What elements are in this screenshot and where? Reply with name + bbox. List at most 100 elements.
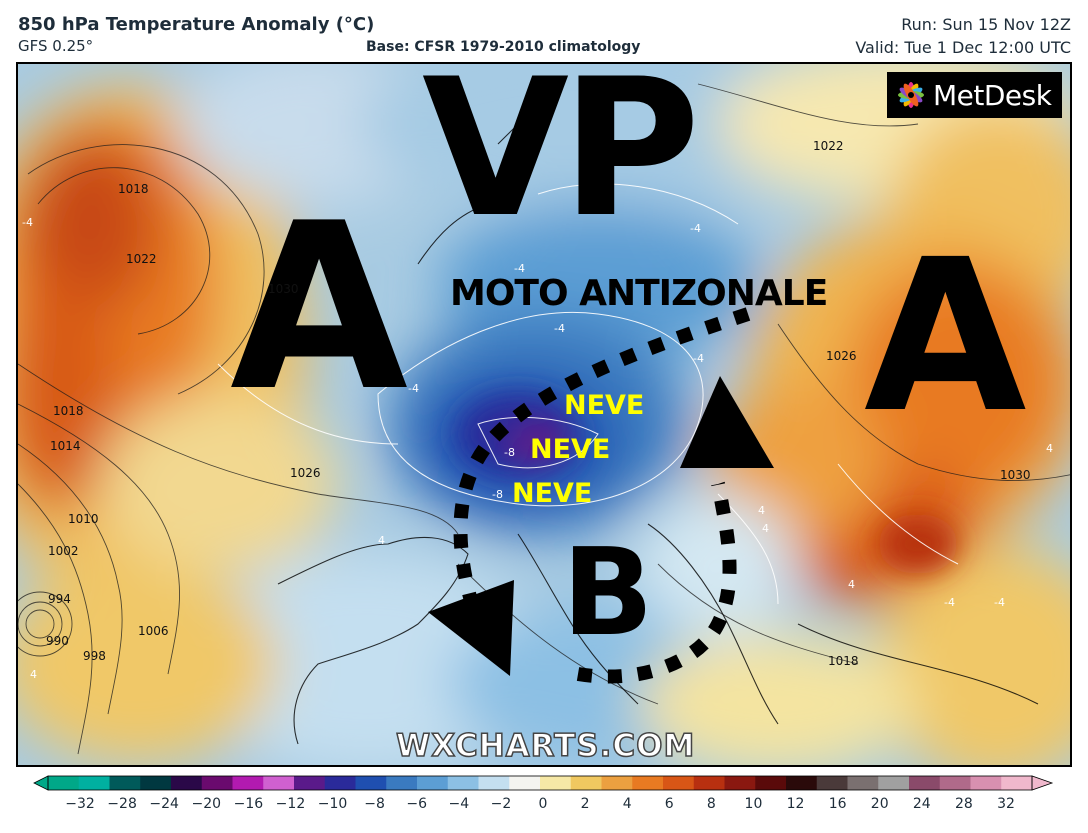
colorbar-tick: 10 <box>744 796 763 812</box>
colorbar-segment <box>847 776 879 790</box>
isobar-label: 994 <box>48 592 71 606</box>
colorbar-tick: 6 <box>664 796 674 812</box>
colorbar-segment <box>171 776 203 790</box>
antizonal-flow-label: MOTO ANTIZONALE <box>450 273 828 314</box>
metdesk-logo: MetDesk <box>887 72 1062 118</box>
wxcharts-watermark: WXCHARTS.COM <box>395 727 696 765</box>
colorbar-segment <box>201 776 234 790</box>
colorbar-tick: 8 <box>706 796 716 812</box>
colorbar-tick: −24 <box>149 796 179 812</box>
colorbar-segment <box>78 776 111 790</box>
colorbar-segment <box>447 776 480 790</box>
colorbar-min-arrow <box>33 775 49 791</box>
anomaly-contour-label: -4 <box>944 596 955 609</box>
colorbar-segment <box>909 776 941 790</box>
colorbar-segment <box>478 776 510 790</box>
anomaly-contour-label: -4 <box>22 216 33 229</box>
isobar-label: 990 <box>46 634 69 648</box>
colorbar-segment <box>755 776 787 790</box>
high-pressure-east-label: A <box>864 214 1027 459</box>
anomaly-contour-label: -4 <box>994 596 1005 609</box>
colorbar-segment <box>939 776 972 790</box>
colorbar-tick: 12 <box>786 796 805 812</box>
colorbar-tick: −32 <box>65 796 95 812</box>
colorbar-tick: −12 <box>275 796 306 812</box>
anomaly-contour-label: -4 <box>514 262 525 275</box>
anomaly-contour-label: -4 <box>554 322 565 335</box>
colorbar-frame <box>47 775 1033 791</box>
isobar-label: 1030 <box>1000 468 1031 482</box>
colorbar-segment <box>355 776 387 790</box>
colorbar-tick: −2 <box>490 796 512 812</box>
colorbar-tick: 16 <box>828 796 847 812</box>
isobar-label: 1002 <box>48 544 79 558</box>
anomaly-contour-label: -4 <box>408 382 419 395</box>
polar-vortex-label: VP <box>422 62 700 259</box>
low-pressure-label: B <box>562 524 654 663</box>
colorbar-segment <box>786 776 818 790</box>
colorbar-segment <box>509 776 541 790</box>
anomaly-contour-label: 4 <box>1046 442 1053 455</box>
colorbar-tick-labels: −32 −28 −24 −20 −16 −12 −10 −8 −6 −4 −2 0 2 4 6 8 10 12 16… <box>0 796 1088 820</box>
climatology-base-label: Base: CFSR 1979-2010 climatology <box>366 39 641 55</box>
colorbar-segment <box>324 776 357 790</box>
colorbar-segment <box>816 776 849 790</box>
snow-label: NEVE <box>512 478 593 509</box>
anomaly-contour-label: 4 <box>758 504 765 517</box>
colorbar-tick: 32 <box>997 796 1015 812</box>
colorbar-tick: 24 <box>912 796 931 812</box>
anomaly-field <box>18 64 1070 765</box>
colorbar-tick: 20 <box>870 796 889 812</box>
anomaly-contour-label: 4 <box>848 578 855 591</box>
colorbar-segment <box>663 776 695 790</box>
anomaly-contour-label: -4 <box>690 222 701 235</box>
isobar-label: 1018 <box>53 404 84 418</box>
colorbar-tick: −4 <box>448 796 470 812</box>
colorbar-tick: −16 <box>233 796 264 812</box>
colorbar-tick: −10 <box>317 796 348 812</box>
isobar-label: 1014 <box>50 439 81 453</box>
chart-title: 850 hPa Temperature Anomaly (°C) <box>18 14 375 35</box>
colorbar-segment <box>540 776 572 790</box>
isobar-label: 1030 <box>268 282 299 296</box>
colorbar-segment <box>878 776 910 790</box>
colorbar-tick: −8 <box>364 796 385 812</box>
anomaly-map[interactable]: MetDesk VP A A B MOTO ANTIZONALE NEVE NE… <box>16 62 1072 767</box>
colorbar-tick: 2 <box>580 796 590 812</box>
anomaly-contour-label: 4 <box>378 534 385 547</box>
run-time-label: Run: Sun 15 Nov 12Z <box>901 15 1071 34</box>
colorbar-segment <box>109 776 141 790</box>
valid-time-label: Valid: Tue 1 Dec 12:00 UTC <box>855 38 1071 57</box>
colorbar <box>33 775 1054 791</box>
colorbar-tick: 28 <box>954 796 973 812</box>
colorbar-segment <box>263 776 295 790</box>
isobar-label: 1018 <box>118 182 149 196</box>
colorbar-segment <box>601 776 633 790</box>
colorbar-tick: 4 <box>622 796 632 812</box>
isobar-label: 1018 <box>828 654 859 668</box>
anomaly-contour-label: -8 <box>504 446 515 459</box>
isobar-label: 1026 <box>290 466 321 480</box>
colorbar-segment <box>48 776 80 790</box>
colorbar-segment <box>1001 776 1033 790</box>
anomaly-contour-label: -4 <box>693 352 704 365</box>
isobar-label: 1022 <box>126 252 157 266</box>
colorbar-segment <box>386 776 418 790</box>
colorbar-segment <box>140 776 172 790</box>
isobar-label: 998 <box>83 649 106 663</box>
isobar-label: 1022 <box>813 139 844 153</box>
colorbar-segment <box>232 776 264 790</box>
anomaly-contour-label: 4 <box>762 522 769 535</box>
isobar-label: 1010 <box>68 512 99 526</box>
colorbar-tick: −6 <box>406 796 428 812</box>
isobar-label: 1006 <box>138 624 169 638</box>
colorbar-tick: 0 <box>538 796 548 812</box>
snow-label: NEVE <box>564 390 645 421</box>
metdesk-logo-text: MetDesk <box>933 78 1052 112</box>
colorbar-max-arrow <box>1031 775 1054 791</box>
colorbar-segment <box>294 776 326 790</box>
anomaly-contour-label: -8 <box>492 488 503 501</box>
colorbar-tick: −28 <box>107 796 137 812</box>
isobar-label: 1026 <box>826 349 857 363</box>
colorbar-segment <box>724 776 756 790</box>
